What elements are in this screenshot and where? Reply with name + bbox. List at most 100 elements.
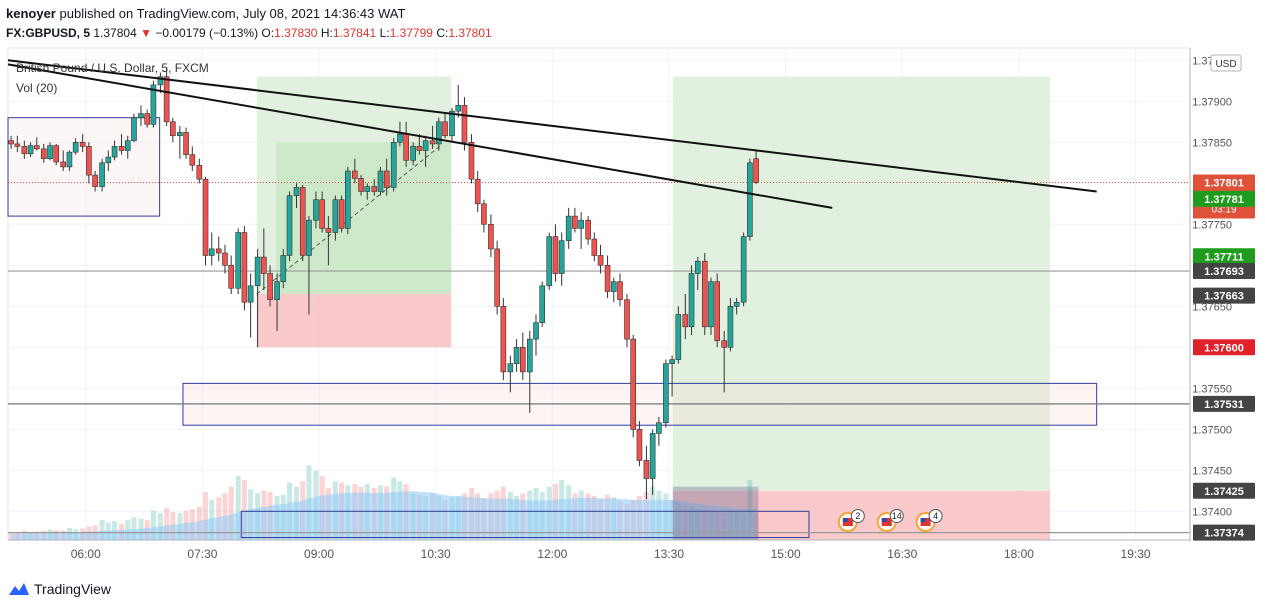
symbol: FX:GBPUSD, 5 [6,26,91,40]
publisher-name[interactable]: kenoyer [6,6,56,21]
candle-body [131,117,137,141]
down-candle [682,294,689,340]
candle-body [196,164,203,180]
candle-body [338,199,345,229]
candle-body [40,148,47,160]
x-tick-label: 12:00 [537,547,567,561]
candle-body [215,248,222,254]
candle-body [597,255,604,266]
up-candle [688,265,695,335]
candle-body [53,145,60,163]
down-candle [228,255,234,294]
candle-body [403,133,409,161]
candle-body [183,132,189,155]
down-candle [474,171,481,212]
price-label-text: 1.37711 [1204,251,1243,263]
down-candle [92,171,98,192]
down-candle [753,149,759,185]
down-candle [572,207,578,233]
event-markers[interactable]: 2 14 4 [837,509,943,532]
x-tick-label: 13:30 [654,547,684,561]
event-count-badge [928,509,943,523]
candle-body [79,142,86,147]
price-label-bg [1193,190,1255,207]
up-candle [422,135,429,167]
x-tick-label: 10:30 [421,547,451,561]
up-candle [656,417,662,446]
loss-zone [256,294,452,348]
currency-badge[interactable]: USD [1210,54,1242,72]
y-tick-label: 1.37750 [1192,219,1232,231]
candle-body [688,273,695,328]
candle-body [442,121,448,137]
tradingview-logo-icon [9,583,29,595]
y-tick-label: 1.37450 [1192,465,1232,477]
price-label-text: 1.37531 [1204,399,1244,411]
volume-bar [131,517,137,540]
footer-brand[interactable]: TradingView [34,581,112,597]
up-candle [66,150,73,171]
down-candle [358,175,364,196]
candle-body [636,428,643,461]
candle-body [565,215,572,242]
change-value: −0.00179 (−0.13%) [155,26,259,40]
candle-body [630,338,637,430]
down-candle [222,244,228,274]
candle-body [449,110,455,137]
down-candle [261,228,267,290]
up-candle [733,298,740,315]
drawn-boxes[interactable] [7,117,1190,540]
up-candle [558,232,565,286]
y-tick-label: 1.37500 [1192,424,1232,436]
close-value: 1.37801 [448,26,492,40]
economic-event-marker[interactable]: 2 [837,509,865,532]
down-candle [643,445,650,499]
volume-bar [99,520,105,540]
up-candle [533,314,539,356]
h-label: H: [320,26,333,40]
x-tick-label: 15:00 [771,547,801,561]
candle-body [124,140,131,151]
candle-body [578,219,584,229]
candle-body [144,113,150,125]
economic-event-marker[interactable]: 4 [915,509,943,532]
down-candle [183,127,189,159]
event-count: 2 [855,511,860,521]
up-candle [507,355,514,393]
down-candle [352,158,358,184]
down-candle [163,68,170,126]
trendlines[interactable] [7,59,1097,209]
candle-body [694,260,701,274]
candle-body [14,143,21,147]
candle-body [461,105,468,143]
price-label-text: 1.37663 [1204,291,1244,303]
up-candle [578,212,584,249]
o-label: O: [261,26,275,40]
down-candle [8,135,14,149]
candle-body [675,314,682,360]
up-candle [565,207,572,249]
down-candle [86,142,92,184]
up-candle [293,183,300,208]
candle-body [539,285,546,323]
down-candle [144,109,150,128]
candle-body [86,146,92,176]
up-candle [390,138,397,192]
candle-body [656,422,662,434]
economic-event-marker[interactable]: 14 [876,509,904,532]
candle-body [747,162,753,237]
candle-body [481,203,487,225]
candle-body [422,140,429,151]
candle-body [261,256,267,274]
volume-bar [228,486,234,540]
candle-body [682,314,689,328]
down-candle [53,143,60,166]
candle-body [371,186,378,192]
up-candle [526,330,533,413]
candle-body [753,158,759,183]
up-candle [740,232,747,307]
candle-body [163,76,170,123]
y-tick-label: 1.37850 [1192,137,1232,149]
flag-canton [920,518,926,522]
